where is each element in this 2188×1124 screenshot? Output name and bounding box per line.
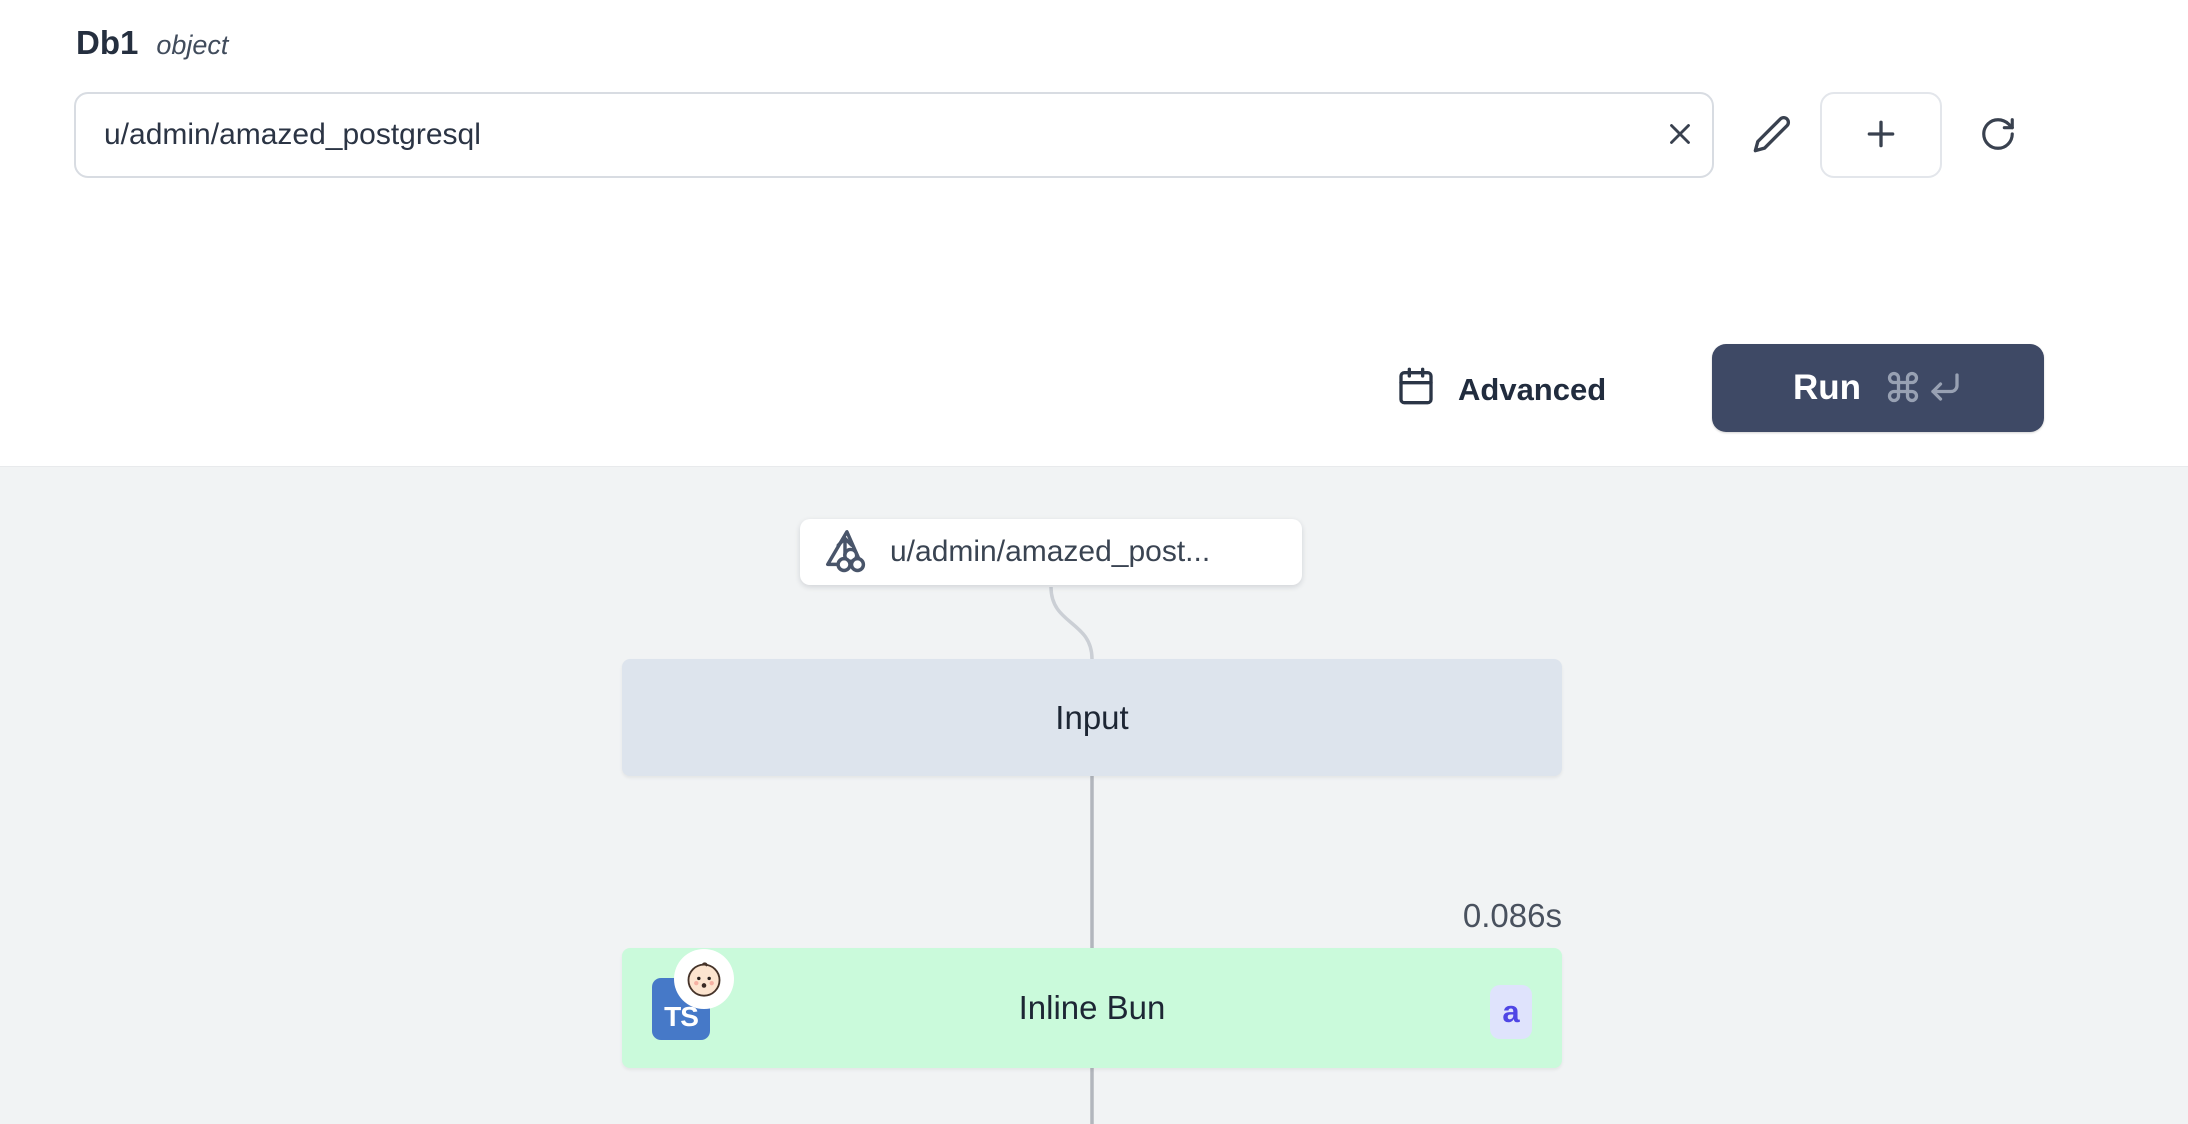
resource-path-input[interactable] (76, 94, 1648, 176)
advanced-button[interactable]: Advanced (1396, 352, 1606, 428)
flow-canvas[interactable]: u/admin/amazed_post... Input 0.086s TS (0, 466, 2188, 1124)
run-shortcut (1885, 369, 1963, 408)
pencil-icon (1752, 114, 1792, 157)
field-title: Db1 (76, 24, 139, 61)
database-schema-icon (822, 527, 868, 578)
run-label: Run (1792, 368, 1862, 407)
calendar-icon (1396, 366, 1436, 414)
clear-resource-button[interactable] (1648, 94, 1712, 176)
field-label-row: Db1 object (76, 24, 228, 62)
command-icon (1885, 369, 1921, 408)
edit-resource-button[interactable] (1740, 92, 1804, 178)
rotate-cw-icon (1979, 115, 2017, 156)
run-button[interactable]: Run (1712, 344, 2044, 432)
field-type-label: object (156, 30, 229, 60)
add-resource-button[interactable] (1820, 92, 1942, 178)
step-node-label: Inline Bun (1018, 989, 1166, 1026)
refresh-resource-button[interactable] (1964, 92, 2032, 178)
step-node-inline-bun[interactable]: TS Inline Bun a (622, 948, 1562, 1068)
input-node-label: Input (1055, 698, 1129, 736)
baby-emoji-icon (674, 949, 734, 1009)
corner-down-left-icon (1927, 369, 1963, 408)
resource-node[interactable]: u/admin/amazed_post... (800, 519, 1302, 585)
resource-input-box (74, 92, 1714, 178)
resource-node-label: u/admin/amazed_post... (890, 535, 1211, 568)
step-id-badge[interactable]: a (1490, 985, 1532, 1039)
step-duration: 0.086s (1462, 897, 1562, 934)
x-icon (1663, 117, 1697, 154)
advanced-label: Advanced (1458, 372, 1607, 407)
input-node[interactable]: Input (622, 659, 1562, 776)
flow-connectors (1049, 586, 1094, 1124)
plus-icon (1861, 114, 1901, 157)
